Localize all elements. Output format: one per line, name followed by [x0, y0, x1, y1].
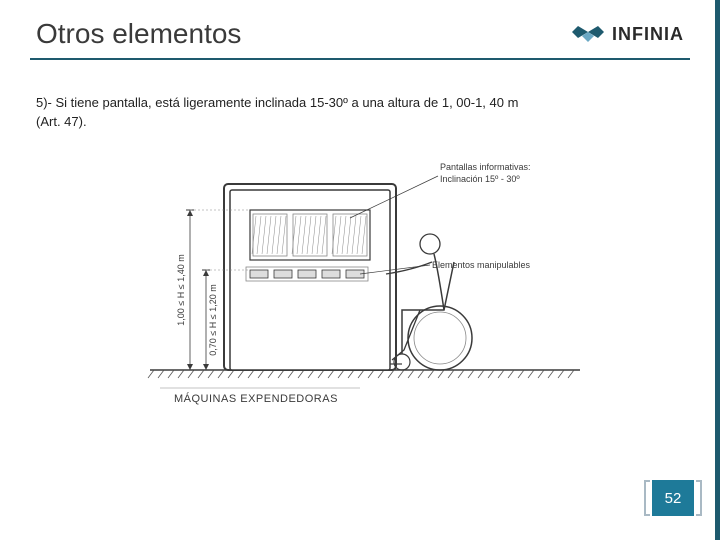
page-number-badge: 52	[652, 480, 694, 516]
svg-text:0,70 ≤ H ≤ 1,20 m: 0,70 ≤ H ≤ 1,20 m	[208, 284, 218, 355]
svg-text:1,00 ≤ H ≤ 1,40 m: 1,00 ≤ H ≤ 1,40 m	[176, 254, 186, 325]
svg-text:Inclinación 15º - 30º: Inclinación 15º - 30º	[440, 174, 520, 184]
vending-machine-diagram: 1,00 ≤ H ≤ 1,40 m 0,70 ≤ H ≤ 1,20 m Pantal…	[130, 150, 590, 410]
body-text: 5)- Si tiene pantalla, está ligeramente …	[0, 60, 720, 132]
page-bracket-left	[644, 480, 650, 516]
page-title: Otros elementos	[36, 18, 241, 50]
svg-text:MÁQUINAS EXPENDEDORAS: MÁQUINAS EXPENDEDORAS	[174, 392, 338, 405]
body-line-2: (Art. 47).	[36, 113, 684, 132]
header: Otros elementos INFINIA	[0, 0, 720, 58]
page-number: 52	[665, 490, 682, 507]
logo-icon	[570, 20, 606, 48]
svg-text:Elementos manipulables: Elementos manipulables	[432, 260, 531, 270]
body-line-1: 5)- Si tiene pantalla, está ligeramente …	[36, 94, 684, 113]
svg-text:Pantallas informativas:: Pantallas informativas:	[440, 162, 531, 172]
page-bracket-right	[696, 480, 702, 516]
brand-logo: INFINIA	[570, 20, 684, 48]
diagram-container: 1,00 ≤ H ≤ 1,40 m 0,70 ≤ H ≤ 1,20 m Pantal…	[0, 150, 720, 410]
logo-text: INFINIA	[612, 24, 684, 45]
right-side-bar	[715, 0, 720, 540]
